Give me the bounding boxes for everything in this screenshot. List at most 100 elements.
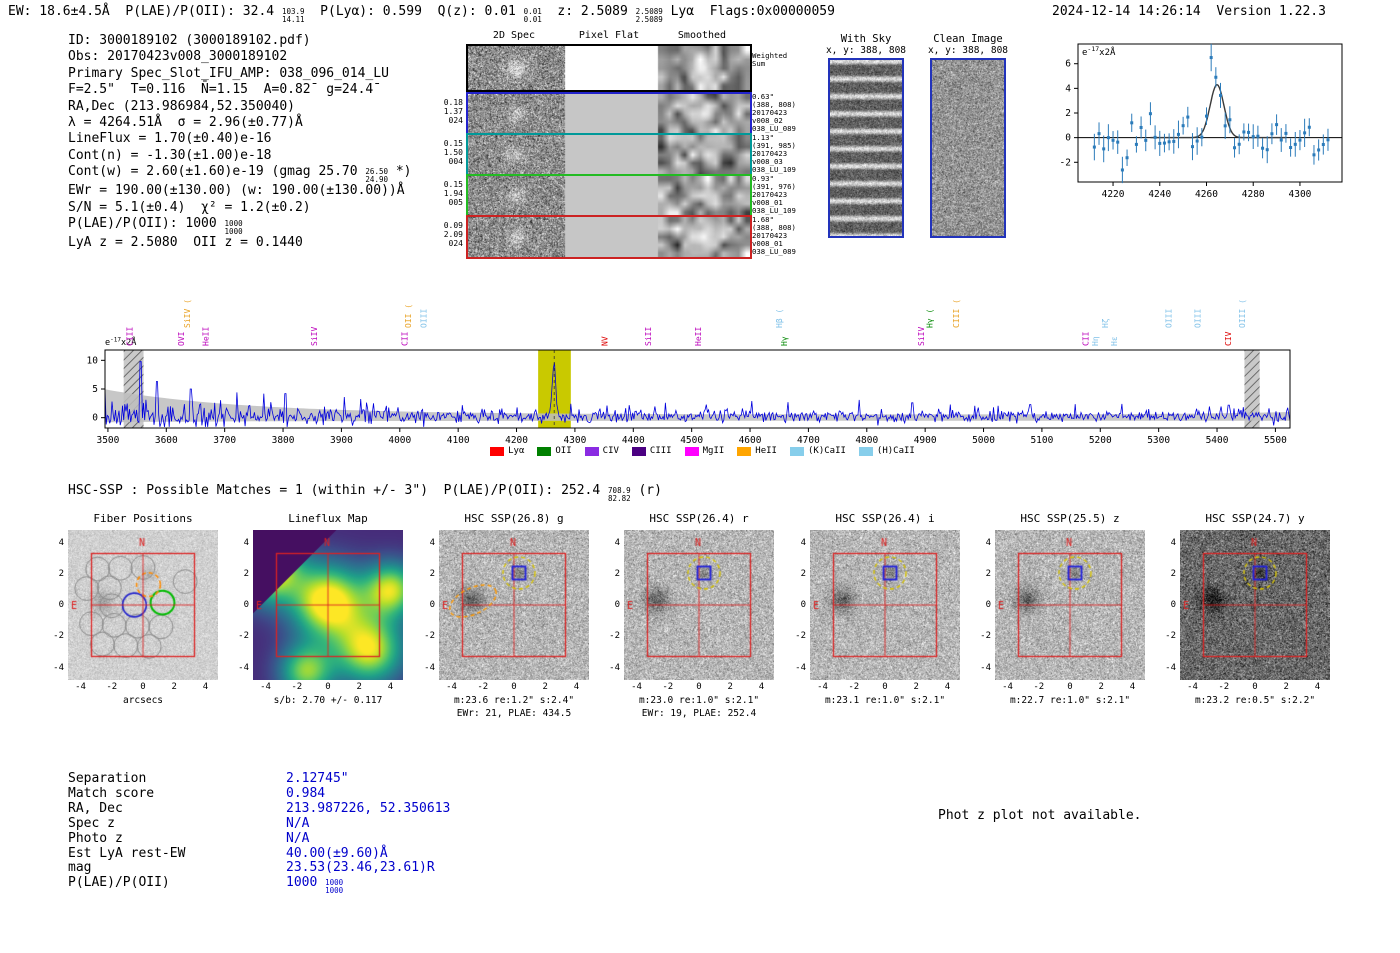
- legend-item-HCaII: (H)CaII: [858, 446, 915, 456]
- spectrum-line-label-CIII: CIII (: [952, 299, 961, 328]
- spec2d-right-info-line: 1.68": [752, 215, 774, 224]
- cutout-title-fiber: Fiber Positions: [93, 512, 193, 525]
- cutout-ytick-label: -2: [609, 631, 620, 642]
- fit-plot-xtick-label: 4300: [1289, 189, 1312, 200]
- spectrum-line-label-CIII: CIII: [125, 327, 134, 346]
- header-text: EW: 18.6±4.5Å P(LAE)/P(OII): 32.4: [8, 4, 282, 19]
- fit-plot-ytick-label: 6: [1065, 59, 1071, 70]
- spectrum-xtick-label: 4100: [447, 435, 470, 446]
- cutout-xtick-label: 4: [944, 682, 951, 692]
- cutout-ytick-label: 2: [800, 568, 806, 579]
- fit-plot-point: [1275, 123, 1279, 127]
- spec2d-right-info-line: v008_02: [752, 116, 783, 125]
- match-value-text: 0.984: [286, 785, 326, 801]
- spectrum-xtick-label: 4800: [855, 435, 878, 446]
- spec2d-left-value: 1.50: [443, 148, 463, 157]
- fit-plot-point: [1242, 130, 1246, 134]
- info-line-4: F=2.5" T=0.116 N̄=1.15 A=0.82̄ g=24.4̄: [68, 82, 411, 98]
- match-row-photo-z: Photo z N/A: [68, 830, 450, 847]
- fit-plot-point: [1223, 124, 1227, 128]
- fit-plot-point: [1317, 148, 1321, 152]
- legend-swatch: [789, 446, 804, 456]
- spectrum-xtick-label: 3600: [155, 435, 178, 446]
- match-value-text: 23.53(23.46,23.61)R: [286, 860, 435, 876]
- info-line-9-fraction-upper: 26.50: [365, 167, 388, 177]
- info-line-8: Cont(n) = -1.30(±1.00)e-18: [68, 148, 411, 164]
- cutout-xtick-label: -4: [260, 682, 271, 692]
- spec2d-right-info-line: 20170423: [752, 190, 788, 199]
- cutout-xtick-label: 4: [573, 682, 580, 692]
- cutout-ytick-label: 0: [429, 600, 435, 610]
- cutout-xtick-label: -2: [848, 682, 860, 692]
- spectrum-xtick-label: 4900: [914, 435, 937, 446]
- spectrum-xtick-label: 5400: [1206, 435, 1229, 446]
- spectrum-line-label-H: Hη: [1091, 336, 1100, 346]
- with-sky-title: With Sky: [840, 33, 892, 45]
- fit-plot-point: [1251, 135, 1255, 139]
- info-line-1: ID: 3000189102 (3000189102.pdf): [68, 33, 411, 49]
- spectrum-xtick-label: 5100: [1030, 435, 1053, 446]
- spec2d-row-2-left-values: 0.15 1.50 004: [440, 139, 463, 166]
- cutout-xlabel-i: m:23.1 re:1.0" s:2.1": [824, 695, 946, 706]
- spectrum-line-label-OIII: OIII: [1194, 309, 1203, 328]
- fit-plot-ylabel: e-17x2Å: [1082, 45, 1116, 58]
- cutout-image-z: [995, 530, 1145, 680]
- spectrum-line-label-H: Hζ: [1101, 318, 1110, 328]
- cutout-ytick-label: -2: [238, 631, 249, 642]
- info-line-9-text: Cont(w) = 2.60(±1.60)e-19 (gmag 25.70: [68, 164, 366, 180]
- fit-plot-point: [1270, 132, 1274, 136]
- with-sky-image: [828, 58, 904, 238]
- match-row-ra--dec: RA, Dec 213.987226, 52.350613: [68, 800, 451, 817]
- fit-plot-point: [1190, 145, 1194, 149]
- spectrum-line-label-H: Hβ (: [775, 309, 784, 328]
- match-value-text: N/A: [286, 815, 310, 831]
- spectrum-line-label-SiII: SiII: [644, 327, 653, 346]
- cutout-xtick-label: 0: [140, 682, 146, 692]
- header-fraction: 0.01 0.01: [524, 8, 542, 23]
- info-line-3: Primary Spec_Slot_IFU_AMP: 038_096_014_L…: [68, 66, 411, 82]
- fit-plot-point: [1321, 143, 1325, 147]
- hsc-header-text: HSC-SSP : Possible Matches = 1 (within +…: [68, 483, 609, 498]
- match-row-mag: mag 23.53(23.46,23.61)R: [68, 860, 450, 876]
- fit-plot-point: [1195, 139, 1199, 143]
- info-line-5-text: RA,Dec (213.986984,52.350040): [68, 98, 295, 114]
- fit-plot-point: [1200, 135, 1204, 139]
- fit-plot-point: [1097, 132, 1101, 136]
- spec2d-right-info-line: 0.63": [752, 92, 774, 101]
- cutout-xtick-label: 4: [387, 682, 394, 692]
- spectrum-xtick-label: 5300: [1147, 435, 1170, 446]
- emission-line-fit-plot: 4220 4240 4260 4280 4300 -2 0 2 4 6 e-17x2Å: [1060, 43, 1343, 200]
- header-fraction: 2.5089 2.5089: [636, 8, 663, 23]
- fit-plot-point: [1181, 124, 1185, 128]
- match-value-text: 213.987226, 52.350613: [286, 800, 451, 816]
- cutout-xtick-label: -2: [477, 682, 489, 692]
- info-line-3-text: Primary Spec_Slot_IFU_AMP: 038_096_014_L…: [68, 65, 389, 81]
- info-line-12-fraction: 1000 1000: [225, 220, 243, 235]
- spec2d-right-info-line: (391, 976): [752, 182, 796, 191]
- info-line-2-text: Obs: 20170423v008_3000189102: [68, 49, 288, 65]
- legend-label: Lyα: [508, 446, 525, 456]
- info-line-12: P(LAE)/P(OII): 1000 1000 1000: [68, 216, 411, 235]
- cutout-ytick-label: 2: [243, 568, 249, 579]
- version-label: Version 1.22.3: [1216, 4, 1326, 19]
- spec2d-left-value: 1.94: [443, 189, 463, 198]
- fit-plot-point: [1228, 118, 1232, 122]
- cutout-xtick-label: -2: [1218, 682, 1230, 692]
- cutout-ytick-label: 4: [800, 537, 806, 548]
- spectrum-line-label-H: Hγ: [780, 336, 789, 346]
- legend-swatch: [858, 446, 873, 456]
- spectrum-line-label-SiIV: SiIV (: [183, 299, 192, 328]
- match-value-text: 40.00(±9.60)Å: [286, 845, 388, 861]
- match-row-value: N/A: [286, 816, 309, 831]
- cutout-xlabel-g: m:23.6 re:1.2" s:2.4": [453, 695, 575, 706]
- cutout-title-r: HSC SSP(26.4) r: [649, 512, 749, 525]
- header-fraction-lower: 14.11: [281, 14, 305, 24]
- with-sky-panel: With Sky x, y: 388, 808: [822, 33, 910, 238]
- cutout-xtick-label: 4: [758, 682, 765, 692]
- match-row-value: 0.984: [286, 786, 325, 801]
- match-row-label: Photo z: [68, 830, 123, 846]
- fit-plot-point: [1153, 135, 1157, 139]
- cutout-ytick-label: 2: [429, 568, 435, 579]
- fit-plot-point: [1307, 125, 1311, 129]
- fit-plot-point: [1233, 146, 1237, 150]
